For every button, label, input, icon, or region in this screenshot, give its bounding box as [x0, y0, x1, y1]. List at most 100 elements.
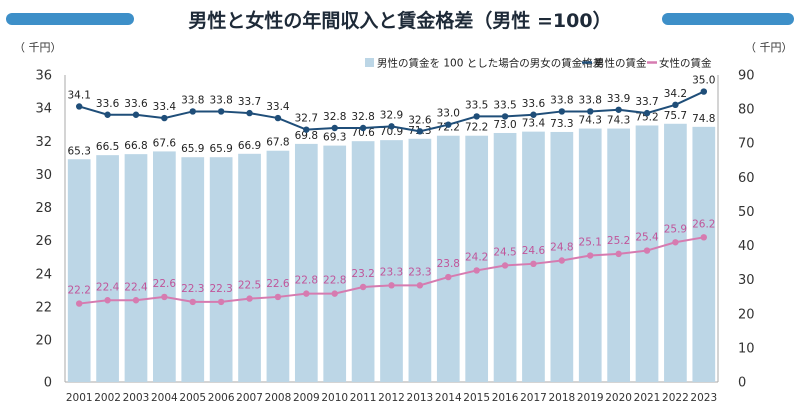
men-wage-label: 32.6	[408, 114, 432, 126]
women-wage-point	[274, 293, 282, 301]
men-wage-label: 34.2	[664, 88, 687, 100]
gap-bar	[380, 140, 403, 382]
year-tick-label: 2012	[378, 392, 405, 404]
women-wage-point	[246, 295, 253, 302]
right-tick-label: 30	[738, 273, 755, 288]
left-tick-label: 30	[35, 168, 52, 183]
women-wage-point	[104, 297, 111, 304]
men-wage-point	[416, 128, 424, 135]
gap-bar-label: 66.5	[96, 141, 119, 153]
women-wage-label: 22.3	[209, 283, 232, 295]
year-tick-label: 2014	[435, 392, 462, 404]
year-tick-label: 2022	[662, 392, 689, 404]
women-wage-point	[132, 297, 140, 304]
men-wage-label: 35.0	[692, 75, 715, 87]
women-wage-point	[217, 298, 225, 306]
year-tick-label: 2021	[634, 392, 661, 404]
gap-bar-label: 66.8	[124, 140, 147, 152]
year-tick-label: 2005	[179, 392, 206, 404]
women-wage-label: 23.2	[351, 268, 374, 280]
left-tick-label: 0	[44, 376, 52, 391]
women-wage-point	[161, 293, 168, 301]
women-wage-point	[331, 290, 338, 297]
women-wage-point	[615, 250, 622, 258]
left-tick-label: 34	[35, 102, 52, 117]
right-tick-label: 0	[738, 376, 746, 391]
year-tick-label: 2018	[548, 392, 575, 404]
bar-data-labels: 65.3 66.5 66.8 67.6 65.9 65.9 66.9 67.8 69.8 69.3…	[68, 110, 716, 157]
left-tick-label: 22	[35, 300, 52, 315]
left-tick-label: 26	[35, 234, 52, 249]
women-wage-point	[587, 252, 594, 259]
gap-bar	[323, 145, 347, 382]
right-axis-unit: （ 千円）	[745, 41, 793, 54]
gap-bar	[96, 155, 119, 382]
gap-bar	[465, 135, 489, 382]
left-axis-ticks: 0 20 22 24 26 28 30 32 34 36	[35, 69, 52, 391]
left-axis-unit: （ 千円）	[14, 41, 62, 54]
women-wage-label: 22.8	[323, 275, 346, 287]
right-tick-label: 10	[738, 341, 755, 356]
men-wage-point	[217, 108, 225, 115]
men-wage-label: 33.8	[550, 94, 573, 106]
right-tick-label: 40	[738, 239, 755, 254]
right-axis-ticks: 0 10 20 30 40 50 60 70 80 90	[738, 69, 755, 391]
women-wage-label: 22.8	[295, 275, 318, 287]
men-wage-label: 32.7	[295, 113, 318, 125]
men-wage-point	[359, 124, 367, 132]
gap-bar	[266, 150, 290, 382]
men-wage-point	[530, 111, 537, 118]
men-wage-point	[558, 108, 566, 115]
year-tick-label: 2020	[605, 392, 632, 404]
women-wage-point	[558, 257, 566, 264]
men-wage-point	[132, 111, 140, 118]
men-wage-point	[104, 111, 111, 118]
legend-label-gap: 男性の賃金を 100 とした場合の男女の賃金格差	[377, 57, 603, 70]
men-wage-label: 33.6	[124, 98, 148, 110]
women-wage-label: 25.2	[607, 235, 630, 247]
men-wage-point	[445, 121, 452, 128]
gap-bar	[209, 157, 233, 382]
women-wage-point	[501, 262, 509, 269]
women-wage-label: 22.6	[153, 278, 177, 290]
women-wage-label: 22.5	[238, 280, 261, 292]
women-wage-label: 22.6	[266, 278, 290, 290]
men-wage-point	[672, 101, 679, 109]
women-wage-label: 25.4	[635, 232, 659, 244]
gap-bar	[294, 143, 318, 382]
gap-bar-label: 66.9	[238, 140, 261, 152]
gap-bar	[351, 141, 375, 382]
women-wage-label: 24.6	[522, 245, 546, 257]
gap-bar-label: 73.4	[522, 118, 546, 130]
women-wage-point	[388, 282, 395, 289]
men-wage-label: 33.8	[579, 94, 602, 106]
legend: 男性の賃金を 100 とした場合の男女の賃金格差 男性の賃金 女性の賃金	[365, 57, 712, 70]
men-wage-label: 32.8	[351, 111, 374, 123]
women-wage-point	[416, 282, 424, 289]
year-tick-label: 2013	[407, 392, 434, 404]
gap-bar-label: 75.7	[664, 110, 687, 122]
men-wage-point	[246, 109, 253, 117]
year-tick-label: 2003	[123, 392, 150, 404]
men-wage-series: 34.1 33.6 33.6 33.4 33.8 33.8 33.7 33.4 32.7 32.8…	[68, 75, 715, 135]
left-tick-label: 20	[35, 334, 52, 349]
gap-bar	[238, 153, 261, 382]
men-wage-label: 33.6	[522, 98, 546, 110]
women-wage-label: 24.5	[493, 246, 516, 258]
men-wage-point	[700, 88, 708, 95]
gap-bar	[436, 135, 460, 382]
bar-series	[67, 123, 716, 383]
right-tick-label: 70	[738, 137, 755, 152]
women-wage-point	[359, 283, 367, 291]
gap-bar-label: 65.9	[209, 143, 232, 155]
women-wage-label: 23.8	[437, 258, 460, 270]
men-wage-point	[75, 103, 83, 110]
gap-bar-label: 67.6	[153, 137, 177, 149]
men-wage-point	[388, 123, 395, 130]
gap-bar-label: 69.8	[295, 130, 318, 142]
legend-label-women: 女性の賃金	[659, 57, 712, 70]
men-wage-label: 32.9	[380, 109, 403, 121]
men-wage-point	[161, 114, 168, 122]
right-tick-label: 50	[738, 205, 755, 220]
